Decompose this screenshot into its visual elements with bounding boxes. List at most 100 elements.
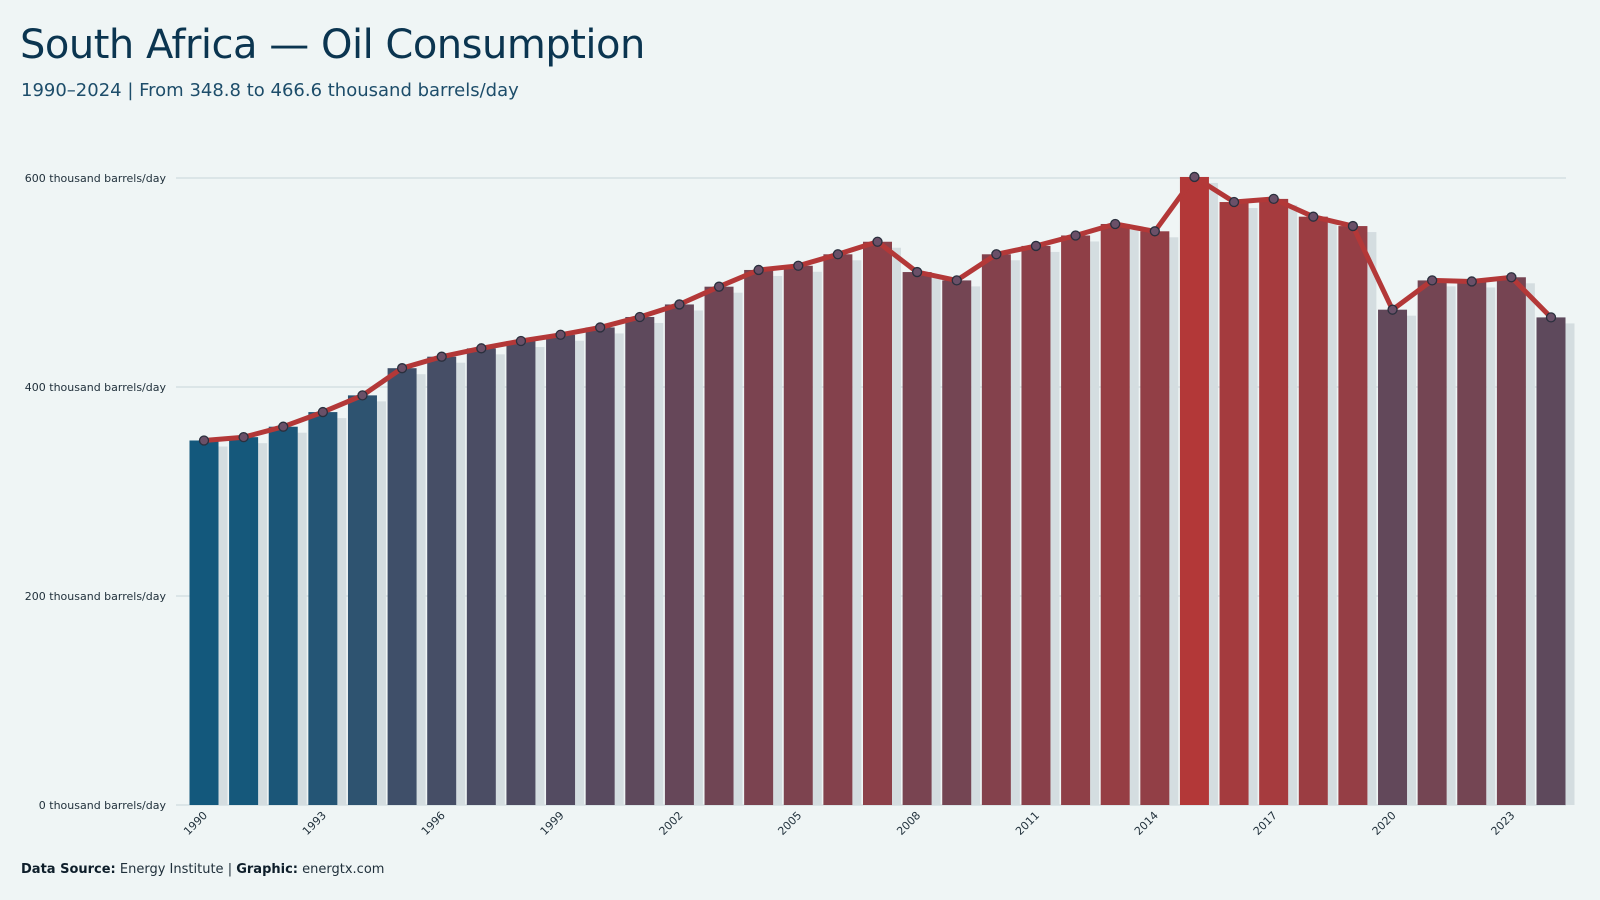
point-2014 bbox=[1149, 226, 1160, 237]
bar-1995 bbox=[387, 368, 417, 805]
bar-2023 bbox=[1496, 277, 1526, 805]
bar-2017 bbox=[1259, 198, 1289, 805]
point-2020 bbox=[1387, 304, 1398, 315]
point-2011 bbox=[1030, 240, 1042, 252]
point-1991 bbox=[238, 432, 249, 443]
point-2010 bbox=[991, 249, 1002, 260]
bar-2015 bbox=[1179, 176, 1209, 805]
bar-shadow bbox=[1327, 222, 1337, 806]
bar-shadow bbox=[495, 354, 505, 805]
point-2001 bbox=[634, 311, 645, 323]
bar-shadow bbox=[376, 401, 386, 805]
x-tick-label: 1996 bbox=[419, 809, 448, 838]
bar-shadow bbox=[931, 278, 941, 805]
bar-2018 bbox=[1298, 216, 1328, 806]
point-2021 bbox=[1426, 275, 1438, 286]
bar-2022 bbox=[1457, 281, 1487, 806]
point-2009 bbox=[951, 275, 962, 286]
point-1998 bbox=[515, 335, 527, 347]
point-1994 bbox=[357, 390, 368, 401]
y-tick-label: 0 thousand barrels/day bbox=[39, 799, 167, 812]
bar-shadow bbox=[654, 322, 664, 805]
footer-separator: | bbox=[227, 862, 233, 877]
bar-shadow bbox=[337, 418, 347, 805]
bar-2014 bbox=[1140, 231, 1170, 806]
bar-shadow bbox=[297, 432, 307, 805]
point-2012 bbox=[1070, 230, 1081, 241]
bar-2021 bbox=[1417, 280, 1447, 805]
bar-2016 bbox=[1219, 202, 1249, 805]
x-tick-label: 2020 bbox=[1370, 809, 1399, 838]
bar-shadow bbox=[535, 347, 545, 805]
x-tick-label: 2014 bbox=[1132, 809, 1161, 838]
y-tick-label: 200 thousand barrels/day bbox=[25, 590, 167, 603]
bar-2006 bbox=[823, 254, 853, 805]
bar-2001 bbox=[625, 316, 655, 805]
bar-2012 bbox=[1061, 235, 1091, 806]
bar-shadow bbox=[456, 362, 466, 805]
bar-shadow bbox=[812, 271, 822, 805]
bar-shadow bbox=[852, 260, 862, 805]
page-title: South Africa — Oil Consumption bbox=[20, 22, 645, 68]
bar-1998 bbox=[506, 341, 536, 805]
x-tick-label: 1990 bbox=[181, 809, 210, 838]
point-1993 bbox=[317, 406, 329, 418]
y-tick-label: 400 thousand barrels/day bbox=[25, 381, 167, 394]
bar-shadow bbox=[773, 275, 783, 806]
point-2022 bbox=[1466, 276, 1477, 287]
y-tick-label: 600 thousand barrels/day bbox=[25, 172, 167, 185]
bar-1996 bbox=[427, 356, 457, 805]
point-2002 bbox=[674, 299, 685, 310]
point-2005 bbox=[793, 260, 804, 271]
point-2004 bbox=[753, 264, 764, 276]
bar-2011 bbox=[1021, 245, 1051, 806]
bar-1997 bbox=[466, 348, 496, 805]
x-tick-label: 2023 bbox=[1489, 809, 1518, 838]
bar-1994 bbox=[347, 395, 377, 805]
bar-shadow bbox=[1169, 237, 1179, 806]
bar-2024 bbox=[1536, 317, 1566, 805]
bar-shadow bbox=[1446, 286, 1456, 805]
x-tick-label: 2002 bbox=[657, 809, 686, 838]
point-1996 bbox=[436, 351, 447, 362]
bar-2019 bbox=[1338, 226, 1368, 805]
bar-shadow bbox=[258, 443, 268, 805]
bar-shadow bbox=[575, 340, 585, 805]
bar-2000 bbox=[585, 327, 615, 805]
bar-2002 bbox=[664, 304, 694, 805]
bar-1991 bbox=[229, 437, 259, 805]
point-2006 bbox=[832, 249, 844, 260]
bar-shadow bbox=[1565, 323, 1575, 805]
point-2023 bbox=[1506, 272, 1517, 283]
bar-2005 bbox=[783, 265, 813, 805]
point-1992 bbox=[278, 421, 289, 432]
point-2000 bbox=[595, 322, 606, 333]
y-axis-ticks: 0 thousand barrels/day 200 thousand barre… bbox=[25, 172, 167, 812]
x-tick-label: 2008 bbox=[894, 809, 923, 838]
bar-shadow bbox=[1486, 287, 1496, 806]
bar-shadow bbox=[1367, 232, 1377, 805]
bar-2020 bbox=[1378, 309, 1408, 805]
x-tick-label: 2017 bbox=[1251, 809, 1280, 838]
source-label: Data Source: bbox=[21, 862, 116, 877]
point-1997 bbox=[476, 343, 487, 354]
graphic-label: Graphic: bbox=[236, 862, 298, 877]
bar-shadow bbox=[1525, 283, 1535, 805]
point-1995 bbox=[396, 363, 408, 374]
markers bbox=[198, 171, 1557, 446]
bar-shadow bbox=[614, 333, 624, 805]
x-axis-ticks: 1990 1993 1996 1999 2002 2005 2008 2011 2014 2017… bbox=[181, 809, 1517, 838]
bar-shadow bbox=[1050, 251, 1060, 806]
bars bbox=[189, 176, 1566, 806]
graphic-value: energtx.com bbox=[302, 862, 385, 877]
bar-shadow bbox=[733, 292, 743, 805]
bar-2008 bbox=[902, 272, 932, 805]
bar-1990 bbox=[189, 440, 219, 805]
bar-shadow bbox=[218, 446, 228, 805]
source-value: Energy Institute bbox=[119, 862, 224, 877]
bar-shadow bbox=[693, 310, 703, 805]
bar-shadow bbox=[1208, 182, 1218, 805]
bar-shadow bbox=[416, 374, 426, 805]
bar-shadow bbox=[1129, 229, 1139, 806]
